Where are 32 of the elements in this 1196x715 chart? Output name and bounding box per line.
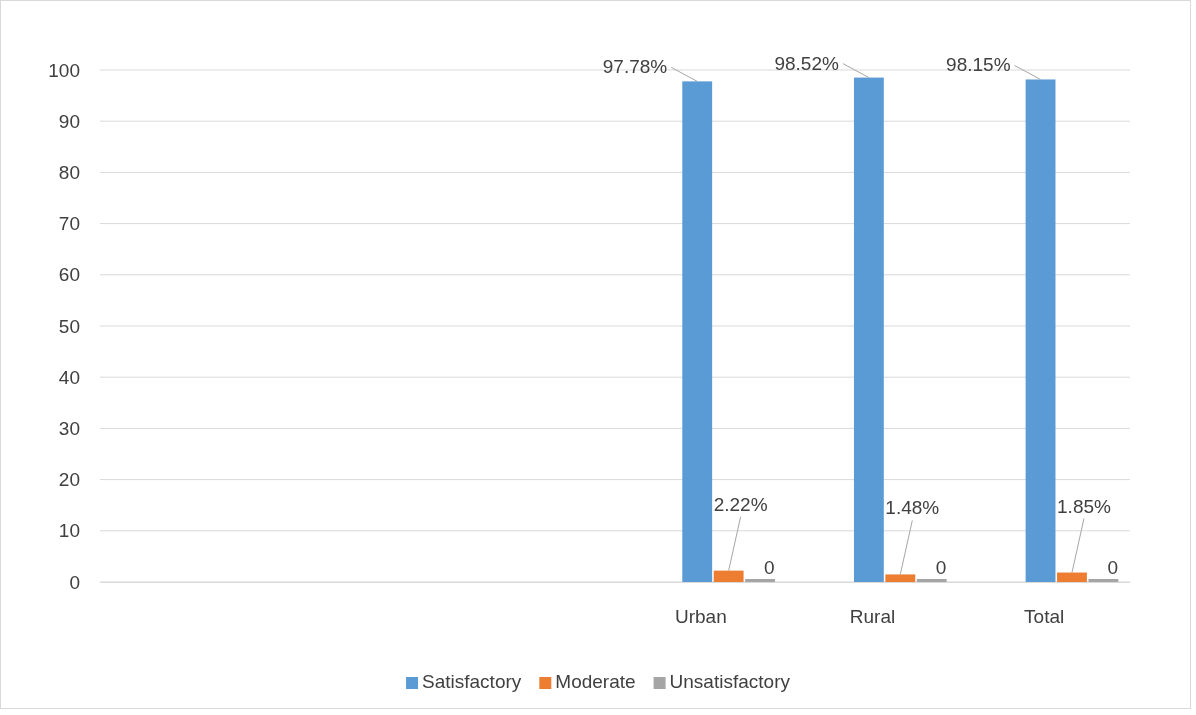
- bar: [853, 77, 884, 582]
- legend-label: Unsatisfactory: [669, 671, 791, 692]
- y-tick-label: 60: [58, 264, 80, 286]
- x-tick-label: Rural: [849, 606, 896, 628]
- legend-label: Satisfactory: [422, 671, 522, 692]
- y-tick-label: 50: [58, 315, 80, 337]
- bar: [885, 574, 916, 582]
- x-tick-label: Total: [1024, 606, 1065, 628]
- data-label: 1.85%: [1057, 495, 1112, 517]
- y-tick-label: 100: [48, 59, 80, 81]
- data-label: 98.52%: [774, 52, 839, 74]
- y-tick-label: 20: [58, 469, 80, 491]
- data-label: 0: [935, 557, 947, 578]
- y-tick-label: 0: [69, 571, 80, 593]
- y-tick-label: 10: [58, 520, 80, 542]
- y-tick-label: 40: [58, 366, 80, 388]
- bar: [1025, 79, 1056, 582]
- data-label: 98.15%: [946, 54, 1011, 76]
- data-label: 0: [1107, 557, 1118, 578]
- x-tick-label: Urban: [674, 606, 727, 628]
- data-label: 1.48%: [885, 497, 940, 519]
- data-label: 0: [764, 557, 775, 578]
- data-label: 2.22%: [713, 493, 768, 515]
- y-tick-label: 90: [58, 110, 80, 132]
- bar: [713, 570, 744, 582]
- legend-label: Moderate: [555, 671, 636, 692]
- y-tick-label: 80: [58, 161, 80, 183]
- bar: [682, 81, 713, 582]
- bar: [1057, 572, 1087, 582]
- data-label: 97.78%: [602, 56, 668, 78]
- y-tick-label: 70: [58, 213, 80, 235]
- y-tick-label: 30: [58, 417, 80, 439]
